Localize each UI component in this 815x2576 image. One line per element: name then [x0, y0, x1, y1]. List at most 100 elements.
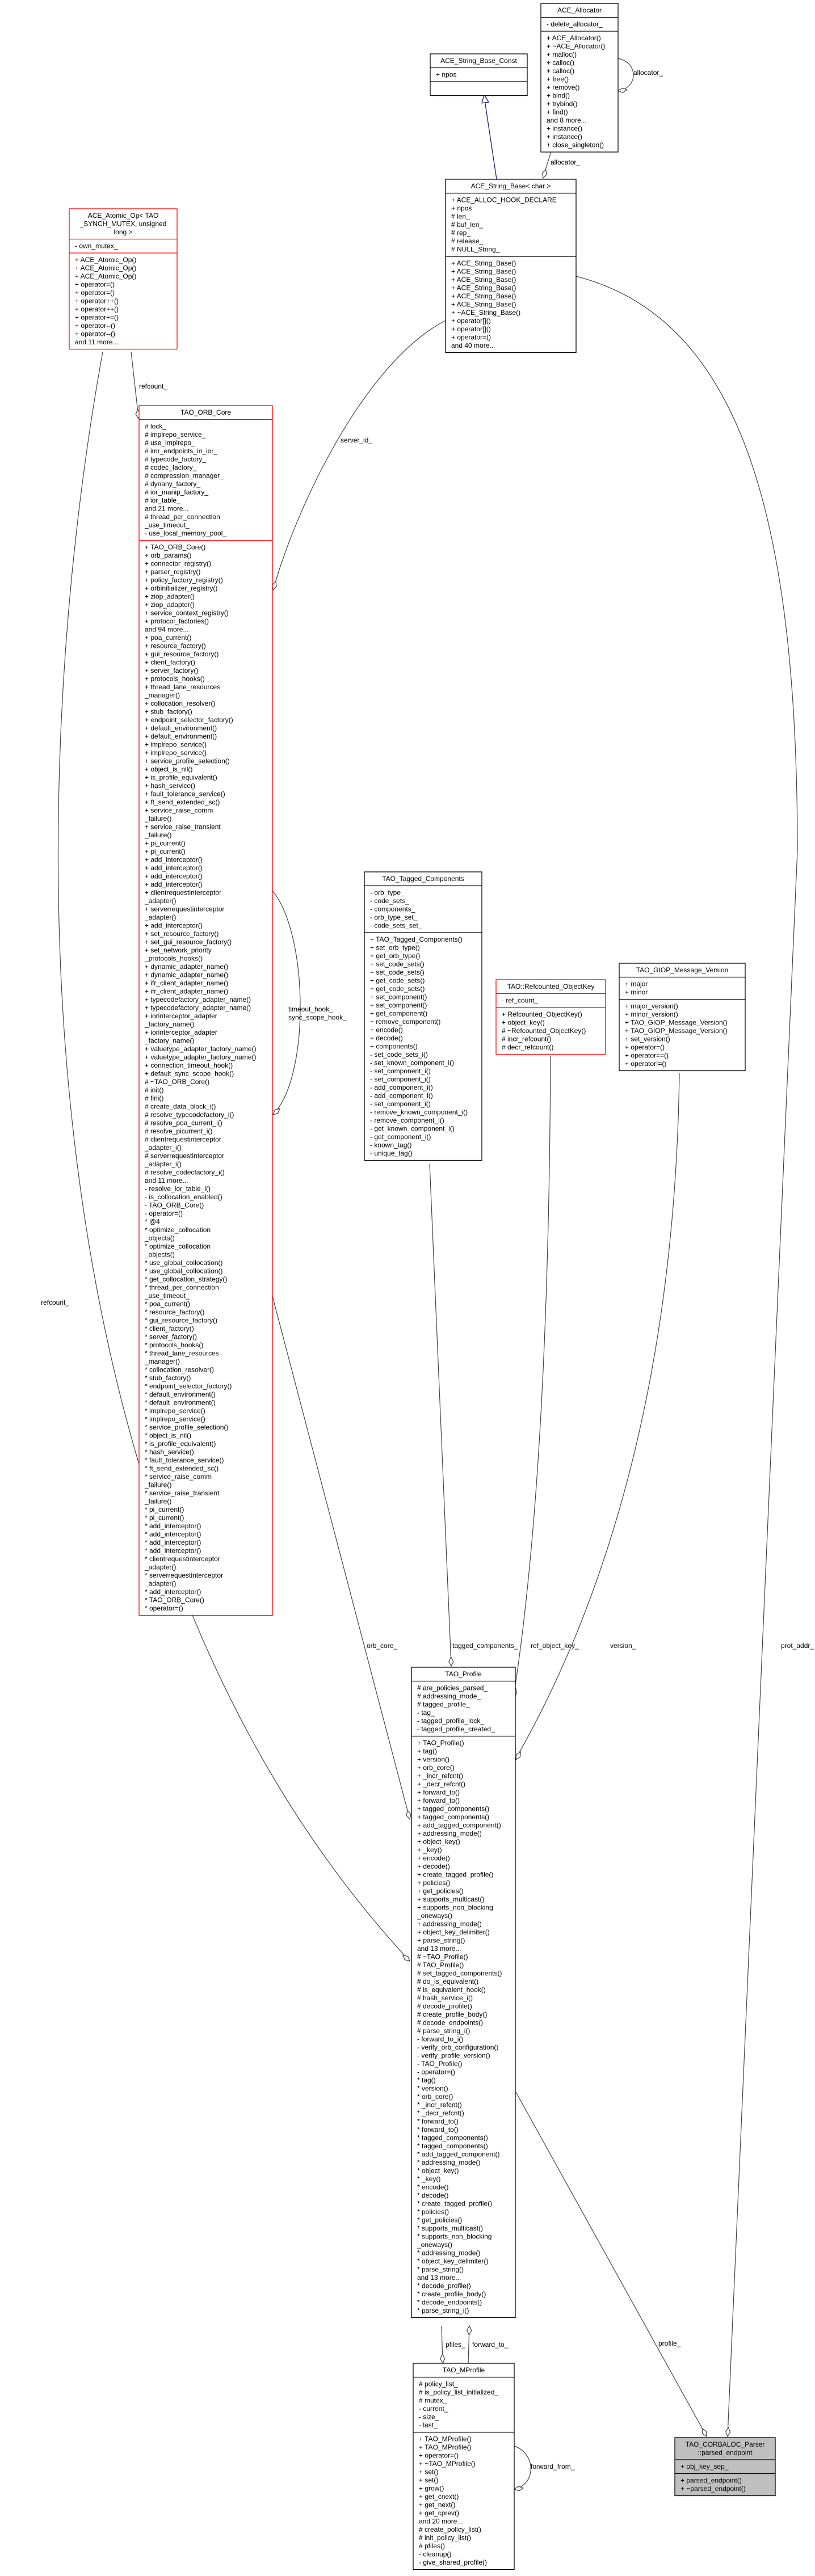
class-method: * addressing_mode() [417, 2158, 480, 2166]
class-box-ace-atomic-op[interactable]: ACE_Atomic_Op< TAO_SYNCH_MUTEX, unsigned… [69, 208, 178, 350]
edge-orb-core: orb_core_ [272, 1296, 411, 1820]
class-method: + ACE_String_Base() [451, 259, 516, 267]
class-method: + stub_factory() [145, 708, 192, 716]
class-method: + pi_current() [145, 848, 186, 855]
class-method: + supports_multicast() [417, 1895, 484, 1903]
class-method: + object_key() [417, 1838, 460, 1846]
edge-label: forward_to_ [472, 2341, 509, 2349]
class-box-tao-orb-core[interactable]: TAO_ORB_Core# lock_# implrepo_service_# … [138, 405, 273, 1616]
edge-label: refcount_ [41, 1298, 69, 1306]
edge-profile: profile_ [515, 2092, 707, 2438]
class-boxes: ACE_Allocator - delete_allocator_ + ACE_Al… [69, 3, 776, 2570]
class-attribute: - own_mutex_ [75, 242, 118, 250]
class-box-frame [674, 2437, 776, 2497]
class-attribute: + major [625, 980, 648, 988]
class-box-tao-refcounted-objectkey[interactable]: TAO::Refcounted_ObjectKey- ref_count_+ R… [495, 979, 606, 1055]
class-title: TAO_Profile [445, 1670, 482, 1678]
class-attribute: - delete_allocator_ [547, 20, 603, 28]
class-method: * get_policies() [417, 2216, 462, 2224]
class-attribute: - last_ [419, 2421, 438, 2429]
aggregation-diamond [701, 2427, 707, 2438]
class-method: # decode_endpoints() [417, 2019, 483, 2027]
edge-label: orb_core_ [367, 1642, 397, 1650]
class-method: * tag() [417, 2076, 436, 2084]
class-method: + get_component() [370, 1010, 427, 1018]
class-method: _objects() [144, 1234, 175, 1242]
class-method: * object_is_nil() [145, 1432, 191, 1440]
class-box-tao-mprofile[interactable]: TAO_MProfile # policy_list_# is_policy_li… [413, 2363, 515, 2570]
class-method: + set_component() [370, 993, 427, 1001]
class-method: # clientrequestinterceptor [145, 1136, 221, 1144]
class-method: + operator=() [419, 2452, 459, 2460]
class-title: ACE_Atomic_Op< TAO [88, 212, 159, 220]
class-method: + get_cnext() [419, 2493, 459, 2501]
class-method: + orb_core() [417, 1764, 455, 1772]
class-method: + set_gui_resource_factory() [145, 938, 232, 946]
class-method: * _key() [417, 2175, 440, 2183]
class-method: * serverrequestinterceptor [145, 1571, 223, 1579]
class-method: - set_code_sets_i() [370, 1051, 428, 1059]
class-method: + instance() [547, 125, 582, 133]
class-method: - known_tag() [370, 1141, 411, 1149]
class-method: # create_profile_body() [417, 2010, 487, 2018]
edge-allocator: allocator_ [541, 144, 580, 179]
class-method: + remove() [547, 83, 579, 91]
class-method: and 94 more... [145, 626, 188, 634]
class-box-ace-string-base-const[interactable]: ACE_String_Base_Const + npos [430, 53, 528, 96]
class-method: * tagged_components() [417, 2142, 488, 2150]
class-attribute: # tagged_profile_ [417, 1701, 470, 1709]
class-method: * clientrequestinterceptor [145, 1555, 220, 1563]
class-method: # resolve_typecodefactory_i() [145, 1111, 234, 1119]
class-method: * policies() [417, 2208, 449, 2216]
class-method: * decode_profile() [417, 2282, 471, 2290]
class-method: + ~parsed_endpoint() [680, 2485, 746, 2493]
class-title: ACE_Allocator [557, 6, 602, 14]
class-box-frame [430, 53, 528, 96]
class-method: * version() [417, 2085, 448, 2093]
edge-label: allocator_ [633, 69, 663, 77]
class-method: * decode() [417, 2191, 448, 2199]
class-title: TAO_Tagged_Components [382, 875, 464, 883]
class-box-tao-tagged-components[interactable]: TAO_Tagged_Components- orb_type_- code_s… [364, 871, 482, 1161]
class-box-ace-allocator[interactable]: ACE_Allocator - delete_allocator_ + ACE_Al… [540, 3, 619, 153]
class-attribute: # are_policies_parsed_ [417, 1684, 488, 1692]
class-method: and 11 more... [75, 338, 119, 346]
edge-server-id: server_id_ [271, 320, 446, 591]
class-method: + ~ACE_String_Base() [451, 309, 520, 317]
aggregation-diamond [448, 1656, 454, 1667]
class-method: + encode() [417, 1854, 450, 1862]
class-box-tao-corbaloc-parser-parsed-endpoint[interactable]: TAO_CORBALOC_Parser::parsed_endpoint+ ob… [674, 2437, 776, 2497]
edge-label: refcount_ [139, 382, 167, 390]
class-method: + operator++() [75, 305, 119, 313]
class-method: + operator[]() [451, 325, 491, 333]
class-method: + is_profile_equivalent() [145, 774, 217, 782]
class-attribute: - tagged_profile_lock_ [417, 1717, 484, 1725]
class-method: * use_global_collocation() [145, 1267, 222, 1275]
class-box-frame [138, 405, 273, 1616]
class-method: * service_raise_comm [145, 1473, 212, 1481]
class-method: * decode_endpoints() [417, 2299, 482, 2307]
class-method: - set_component_i() [370, 1100, 431, 1108]
class-method: * service_raise_transient [145, 1489, 220, 1497]
class-attribute: # buf_len_ [451, 221, 483, 229]
class-box-tao-profile[interactable]: TAO_Profile # are_policies_parsed_# addre… [411, 1667, 516, 2318]
class-method: + set_version() [625, 1035, 670, 1043]
class-method: + get_policies() [417, 1887, 464, 1895]
edge-allocator: allocator_ [617, 58, 663, 93]
class-method: + instance() [547, 133, 582, 141]
class-box-ace-string-base-char[interactable]: ACE_String_Base< char > + ACE_ALLOC_HOOK_… [445, 179, 577, 353]
class-box-tao-giop-message-version[interactable]: TAO_GIOP_Message_Version + major+ minor + … [619, 963, 746, 1072]
class-method: + object_key_delimiter() [417, 1928, 490, 1936]
class-method: + operator[]() [451, 317, 491, 325]
class-method: + minor_version() [625, 1010, 678, 1018]
class-method: * pi_current() [145, 1514, 184, 1522]
class-attribute: - orb_type_ [370, 889, 405, 897]
class-method: * supports_multicast() [417, 2224, 483, 2232]
class-method: + operator++() [75, 297, 119, 305]
class-method: + poa_current() [145, 634, 191, 642]
class-method: + service_raise_transient [145, 823, 221, 831]
class-method: + set_network_priority [145, 946, 212, 954]
class-method: + set_orb_type() [370, 944, 420, 952]
class-method: + ziop_adapter() [145, 601, 195, 609]
